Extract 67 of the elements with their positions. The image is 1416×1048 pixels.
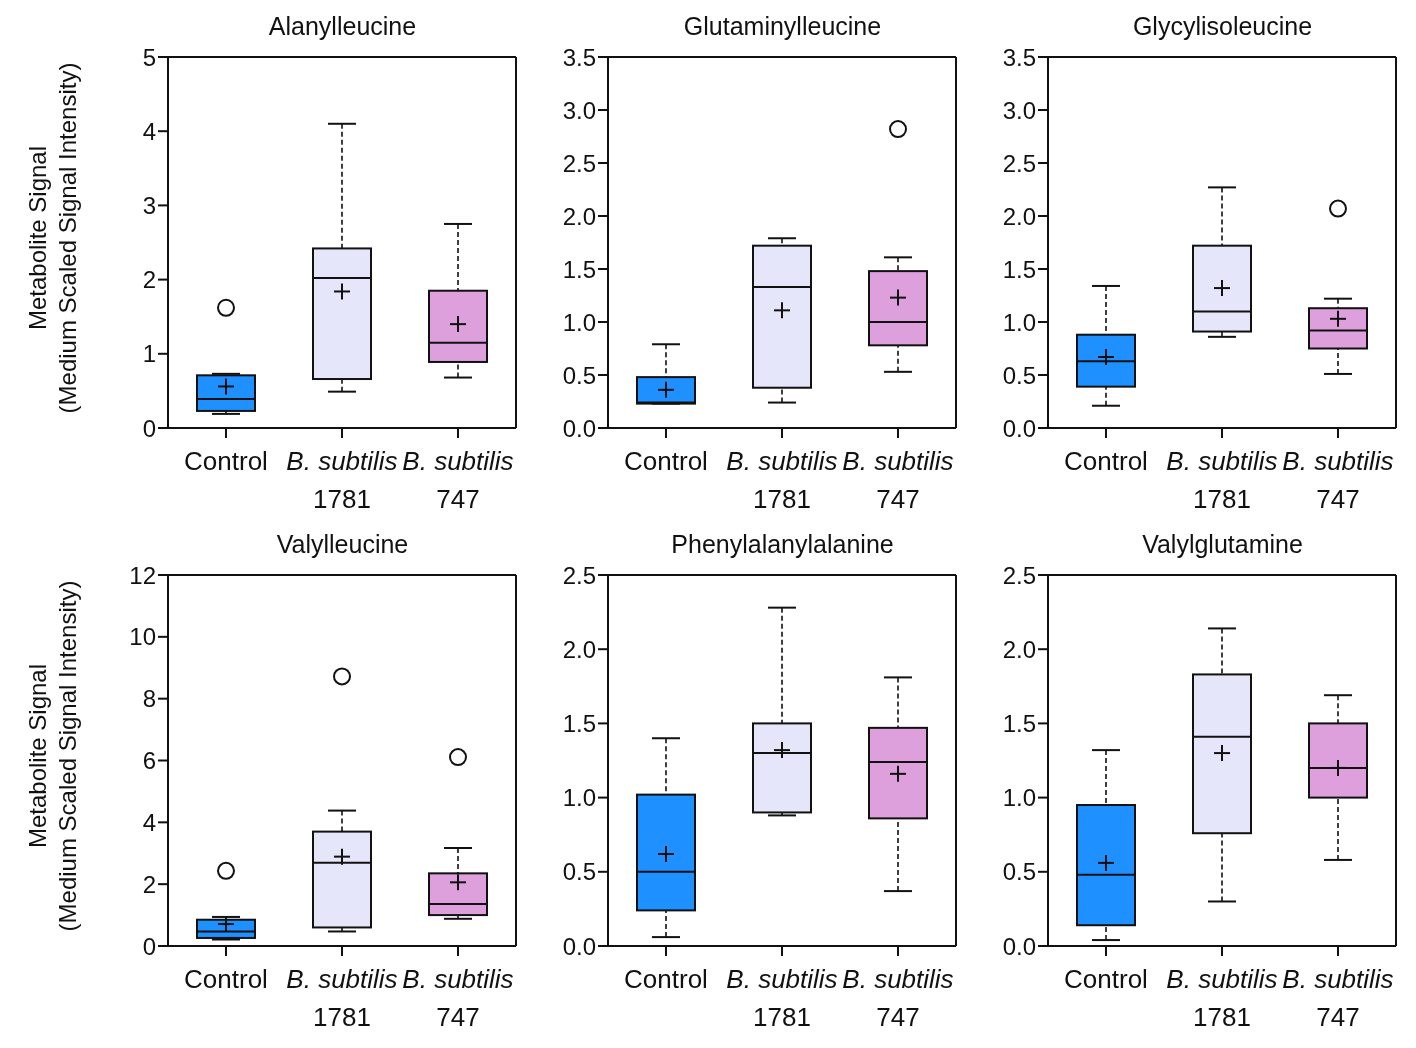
y-tick-label: 0.5 <box>562 858 596 886</box>
x-tick-label: B. subtilis 1781 <box>286 446 398 514</box>
x-tick-label: Control <box>1064 964 1148 994</box>
y-tick-label: 0 <box>142 414 156 442</box>
x-tick-label: Control <box>624 964 708 994</box>
y-tick-label: 3.0 <box>562 96 596 124</box>
y-tick-label: 2.0 <box>562 202 596 230</box>
y-tick-label: 1.5 <box>1002 255 1036 283</box>
y-tick-label: 5 <box>142 43 156 71</box>
y-tick-label: 8 <box>142 685 156 713</box>
y-tick-label: 0 <box>142 932 156 960</box>
x-tick-label: Control <box>184 964 268 994</box>
x-tick-label: B. subtilis 1781 <box>726 446 838 514</box>
x-tick-label: Control <box>1064 446 1148 476</box>
chart-title: Glycylisoleucine <box>1131 12 1314 42</box>
y-tick-label: 1.0 <box>562 784 596 812</box>
y-tick-label: 0.5 <box>1002 361 1036 389</box>
y-tick-label: 3 <box>142 191 156 219</box>
y-tick-label: 4 <box>142 117 156 145</box>
chart-title: Glutaminylleucine <box>682 12 883 42</box>
y-tick-label: 0.0 <box>562 932 596 960</box>
y-tick-label: 0.5 <box>562 361 596 389</box>
y-tick-label: 1.0 <box>562 308 596 336</box>
x-tick-label: B. subtilis 1781 <box>286 964 398 1032</box>
chart-title: Valylleucine <box>275 530 410 560</box>
y-tick-label: 1.5 <box>1002 709 1036 737</box>
y-tick-label: 3.5 <box>1002 43 1036 71</box>
y-tick-label: 3.5 <box>562 43 596 71</box>
x-tick-label: B. subtilis 747 <box>842 964 954 1032</box>
y-tick-label: 2.5 <box>1002 149 1036 177</box>
x-tick-label: B. subtilis 1781 <box>1166 964 1278 1032</box>
y-tick-label: 1.0 <box>1002 308 1036 336</box>
x-tick-label: B. subtilis 747 <box>842 446 954 514</box>
x-tick-label: B. subtilis 1781 <box>1166 446 1278 514</box>
x-tick-label: B. subtilis 747 <box>1282 446 1394 514</box>
y-tick-label: 4 <box>142 808 156 836</box>
y-tick-label: 1 <box>142 340 156 368</box>
y-tick-label: 1.5 <box>562 709 596 737</box>
y-tick-label: 2.0 <box>1002 202 1036 230</box>
y-tick-label: 0.0 <box>1002 414 1036 442</box>
y-tick-label: 2.0 <box>1002 635 1036 663</box>
x-tick-label: Control <box>184 446 268 476</box>
y-tick-label: 2 <box>142 266 156 294</box>
x-tick-label: B. subtilis 747 <box>402 964 514 1032</box>
y-tick-label: 12 <box>129 561 156 589</box>
y-tick-label: 2 <box>142 870 156 898</box>
y-tick-label: 10 <box>129 623 156 651</box>
chart-title: Phenylalanylalanine <box>670 530 895 560</box>
y-tick-label: 2.5 <box>562 149 596 177</box>
y-axis-title: Metabolite Signal (Medium Scaled Signal Intensity) <box>23 62 82 414</box>
y-tick-label: 0.0 <box>1002 932 1036 960</box>
y-tick-label: 0.5 <box>1002 858 1036 886</box>
y-tick-label: 1.5 <box>562 255 596 283</box>
x-tick-label: B. subtilis 1781 <box>726 964 838 1032</box>
y-tick-label: 2.0 <box>562 635 596 663</box>
x-tick-label: B. subtilis 747 <box>402 446 514 514</box>
chart-title: Valylglutamine <box>1141 530 1304 560</box>
y-tick-label: 1.0 <box>1002 784 1036 812</box>
y-axis-title: Metabolite Signal (Medium Scaled Signal Intensity) <box>23 580 82 932</box>
y-tick-label: 2.5 <box>1002 561 1036 589</box>
x-tick-label: B. subtilis 747 <box>1282 964 1394 1032</box>
y-tick-label: 3.0 <box>1002 96 1036 124</box>
chart-title: Alanylleucine <box>267 12 418 42</box>
y-tick-label: 0.0 <box>562 414 596 442</box>
x-tick-label: Control <box>624 446 708 476</box>
y-tick-label: 6 <box>142 747 156 775</box>
y-tick-label: 2.5 <box>562 561 596 589</box>
